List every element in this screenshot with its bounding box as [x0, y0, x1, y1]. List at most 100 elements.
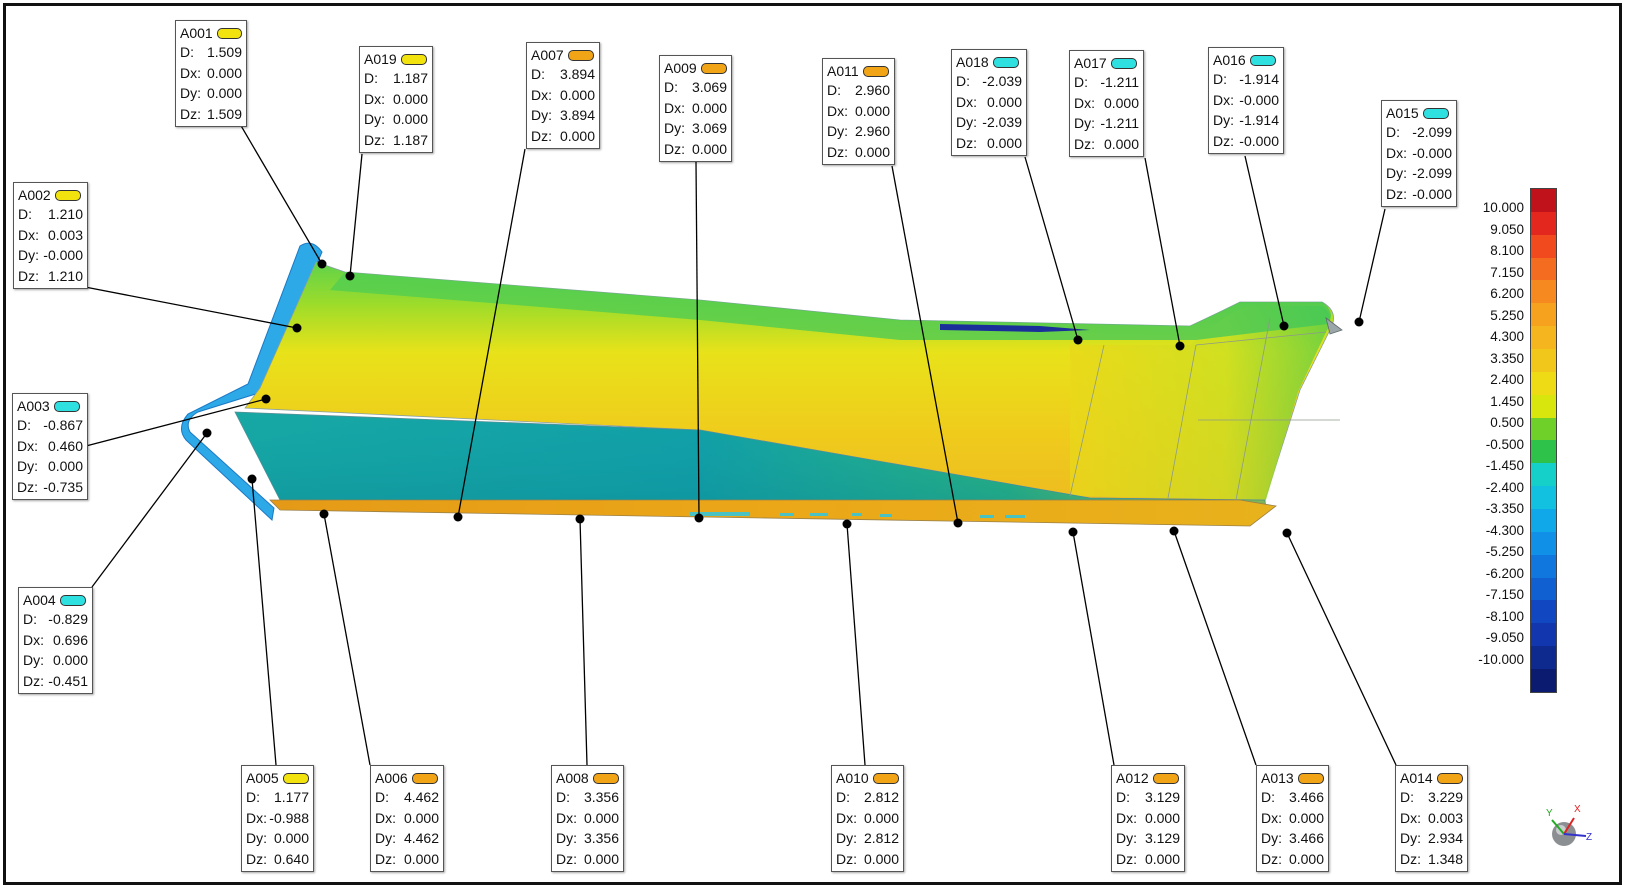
value-d: 2.812	[863, 789, 899, 805]
callout-id: A019	[364, 50, 397, 67]
legend-tick-label: 9.050	[1490, 221, 1524, 237]
tag-cyan-icon	[1422, 107, 1449, 119]
value-dx: 0.000	[854, 102, 890, 119]
legend-tick-label: 1.450	[1490, 393, 1524, 409]
value-dz: 0.000	[691, 140, 727, 157]
value-d: 4.462	[403, 789, 439, 805]
label-dx: Dx:	[556, 809, 577, 826]
value-d: -1.914	[1239, 71, 1279, 87]
callout-A009[interactable]: A009 D: 3.069 Dx: 0.000 Dy: 3.069 Dz: 0.000	[659, 55, 732, 162]
label-dy: Dy:	[180, 85, 201, 101]
axis-z-label: Z	[1586, 832, 1592, 843]
value-dy: 0.000	[273, 830, 309, 846]
label-dz: Dz:	[827, 143, 848, 160]
value-dy: 3.129	[1144, 830, 1180, 846]
axis-triad-icon[interactable]: X Y Z	[1538, 800, 1596, 858]
callout-A018[interactable]: A018 D: -2.039 Dx: 0.000 Dy: -2.039 Dz: 0.00…	[951, 49, 1027, 156]
label-dz: Dz:	[556, 850, 577, 867]
value-d: 3.069	[691, 79, 727, 95]
part-body	[181, 242, 1343, 527]
tag-orange-icon	[1152, 772, 1179, 784]
value-dy: 0.000	[47, 458, 83, 474]
legend-tick-label: -7.150	[1485, 587, 1524, 602]
label-d: D:	[1261, 789, 1275, 805]
value-dx: 0.000	[1288, 809, 1324, 826]
label-dy: Dy:	[1116, 830, 1137, 846]
value-dy: 0.000	[392, 111, 428, 127]
tag-yellow-icon	[400, 53, 427, 65]
legend-band	[1531, 257, 1556, 281]
value-dz: 0.000	[1144, 850, 1180, 867]
legend-tick-label: 2.400	[1490, 372, 1524, 387]
callout-A019[interactable]: A019 D: 1.187 Dx: 0.000 Dy: 0.000 Dz: 1.187	[359, 46, 433, 153]
tag-cyan-icon	[992, 56, 1019, 68]
label-dx: Dx:	[956, 93, 977, 110]
label-dz: Dz:	[180, 105, 201, 122]
value-dy: -1.211	[1100, 115, 1139, 131]
value-dz: 0.000	[854, 143, 890, 160]
label-dx: Dx:	[664, 99, 685, 116]
legend-tick-label: -2.400	[1485, 479, 1524, 495]
callout-A014[interactable]: A014 D: 3.229 Dx: 0.003 Dy: 2.934 Dz: 1.348	[1395, 765, 1468, 872]
callout-A016[interactable]: A016 D: -1.914 Dx: -0.000 Dy: -1.914 Dz: -0.…	[1208, 47, 1284, 154]
legend-tick-label: 3.350	[1490, 350, 1524, 366]
callout-id: A001	[180, 24, 213, 41]
callout-A013[interactable]: A013 D: 3.466 Dx: 0.000 Dy: 3.466 Dz: 0.000	[1256, 765, 1329, 872]
callout-id: A017	[1074, 54, 1107, 71]
label-dx: Dx:	[23, 631, 44, 648]
color-scale-legend	[1530, 188, 1557, 693]
callout-id: A013	[1261, 769, 1294, 786]
callout-id: A010	[836, 769, 869, 786]
legend-band	[1531, 349, 1556, 372]
label-dx: Dx:	[17, 437, 38, 454]
callout-A012[interactable]: A012 D: 3.129 Dx: 0.000 Dy: 3.129 Dz: 0.000	[1111, 765, 1185, 872]
callout-A015[interactable]: A015 D: -2.099 Dx: -0.000 Dy: -2.099 Dz: -0.…	[1381, 100, 1457, 207]
value-dx: -0.000	[1239, 91, 1279, 108]
callout-A001[interactable]: A001 D: 1.509 Dx: 0.000 Dy: 0.000 Dz: 1.509	[175, 20, 247, 127]
value-dz: 1.509	[206, 105, 242, 122]
label-dz: Dz:	[23, 672, 44, 689]
value-d: 3.129	[1144, 789, 1180, 805]
value-dz: 0.000	[1288, 850, 1324, 867]
callout-A004[interactable]: A004 D: -0.829 Dx: 0.696 Dy: 0.000 Dz: -0.45…	[18, 587, 93, 694]
legend-band	[1531, 440, 1556, 464]
callout-A011[interactable]: A011 D: 2.960 Dx: 0.000 Dy: 2.960 Dz: 0.000	[822, 58, 895, 165]
label-dy: Dy:	[364, 111, 385, 127]
label-dy: Dy:	[1213, 112, 1234, 128]
label-dx: Dx:	[1386, 144, 1407, 161]
callout-A010[interactable]: A010 D: 2.812 Dx: 0.000 Dy: 2.812 Dz: 0.000	[831, 765, 904, 872]
value-dy: 2.812	[863, 830, 899, 846]
value-d: -2.039	[982, 73, 1022, 89]
label-d: D:	[556, 789, 570, 805]
callout-id: A018	[956, 53, 989, 70]
legend-band	[1531, 371, 1556, 395]
label-dy: Dy:	[18, 247, 39, 263]
legend-tick-label: 10.000	[1482, 200, 1524, 215]
callout-A002[interactable]: A002 D: 1.210 Dx: 0.003 Dy: -0.000 Dz: 1.210	[13, 182, 88, 289]
tag-cyan-icon	[1110, 57, 1137, 69]
callout-id: A015	[1386, 104, 1419, 121]
callout-A006[interactable]: A006 D: 4.462 Dx: 0.000 Dy: 4.462 Dz: 0.000	[370, 765, 444, 872]
value-dy: -2.039	[982, 114, 1022, 130]
callout-A007[interactable]: A007 D: 3.894 Dx: 0.000 Dy: 3.894 Dz: 0.000	[526, 42, 600, 149]
label-dz: Dz:	[1116, 850, 1137, 867]
tag-orange-icon	[872, 772, 899, 784]
legend-band	[1531, 646, 1556, 670]
label-d: D:	[827, 82, 841, 98]
label-dx: Dx:	[1400, 809, 1421, 826]
value-dx: 0.460	[47, 437, 83, 454]
callout-A005[interactable]: A005 D: 1.177 Dx: -0.988 Dy: 0.000 Dz: 0.640	[241, 765, 314, 872]
callout-id: A003	[17, 397, 50, 414]
tag-orange-icon	[592, 772, 619, 784]
label-dx: Dx:	[375, 809, 396, 826]
value-dz: 0.000	[403, 850, 439, 867]
legend-tick-label: -5.250	[1485, 544, 1524, 559]
legend-tick-label: -4.300	[1485, 522, 1524, 538]
callout-A008[interactable]: A008 D: 3.356 Dx: 0.000 Dy: 3.356 Dz: 0.000	[551, 765, 624, 872]
value-dy: -2.099	[1412, 165, 1452, 181]
value-dx: 0.000	[583, 809, 619, 826]
value-dy: 2.934	[1427, 830, 1463, 846]
callout-A003[interactable]: A003 D: -0.867 Dx: 0.460 Dy: 0.000 Dz: -0.73…	[12, 393, 88, 500]
callout-A017[interactable]: A017 D: -1.211 Dx: 0.000 Dy: -1.211 Dz: 0.00…	[1069, 50, 1144, 157]
